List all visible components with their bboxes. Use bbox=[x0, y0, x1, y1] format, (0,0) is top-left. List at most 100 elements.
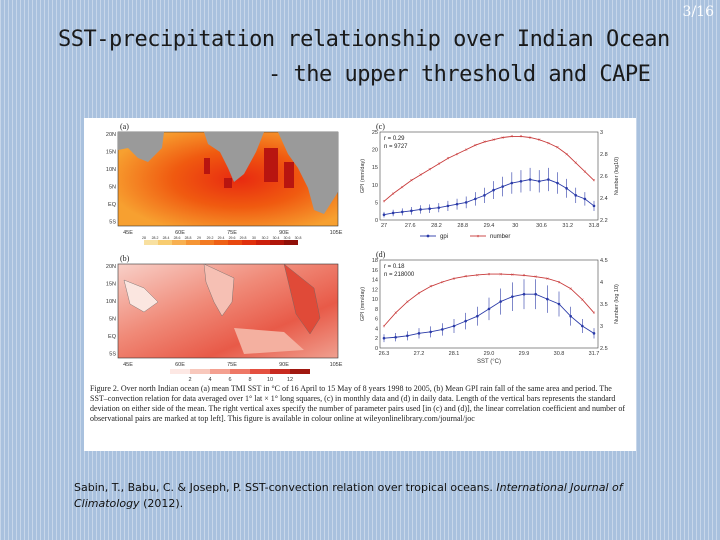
data-point-number: × bbox=[392, 191, 395, 197]
colorbar-a-label: 30.6 bbox=[284, 236, 291, 240]
data-point-gpi bbox=[574, 194, 578, 197]
y-tick-label: 6 bbox=[375, 317, 378, 323]
colorbar-a-label: 28.6 bbox=[174, 236, 181, 240]
data-point-gpi bbox=[487, 307, 491, 311]
y-tick-label: 2 bbox=[375, 336, 378, 342]
stat-annotation: n = 9727 bbox=[384, 144, 408, 150]
data-point-gpi bbox=[382, 336, 386, 340]
data-point-gpi bbox=[510, 181, 514, 185]
y-tick-label: 18 bbox=[372, 258, 378, 264]
data-point-gpi bbox=[406, 334, 409, 338]
data-point-gpi bbox=[400, 210, 404, 214]
x-tick-label: 28.8 bbox=[457, 223, 468, 229]
citation-journal: International Journal of Climatology bbox=[74, 481, 623, 510]
plot-frame bbox=[379, 131, 599, 221]
data-point-gpi bbox=[546, 297, 549, 301]
y-right-tick-label: 3 bbox=[600, 130, 603, 136]
data-point-number: × bbox=[456, 152, 459, 158]
x-axis-label: SST (°C) bbox=[477, 359, 501, 365]
y-right-axis-label: Number (log 10) bbox=[614, 284, 620, 324]
colorbar-b bbox=[170, 369, 310, 374]
data-point-gpi bbox=[519, 179, 523, 183]
y-tick-label: 16 bbox=[372, 268, 378, 274]
map-b-lat-label: 10N bbox=[106, 299, 116, 305]
data-point-number: × bbox=[464, 274, 467, 280]
map-a bbox=[117, 131, 339, 227]
x-tick-label: 27.2 bbox=[414, 351, 425, 357]
data-point-gpi bbox=[446, 204, 450, 208]
map-b-lat-label: 20N bbox=[106, 264, 116, 270]
data-point-number: × bbox=[534, 275, 537, 281]
colorbar-a-label: 29.8 bbox=[240, 236, 247, 240]
colorbar-a-label: 29.4 bbox=[218, 236, 225, 240]
map-a-lon-label: 105E bbox=[330, 230, 343, 236]
data-point-number: × bbox=[483, 140, 486, 146]
x-tick-label: 30.6 bbox=[536, 223, 547, 229]
data-point-gpi bbox=[547, 178, 550, 181]
colorbar-a-label: 29.6 bbox=[229, 236, 236, 240]
map-a-lon-label: 90E bbox=[279, 230, 289, 236]
map-a-lon-label: 45E bbox=[123, 230, 133, 236]
x-tick-label: 31.7 bbox=[589, 351, 600, 357]
data-point-gpi bbox=[565, 187, 568, 190]
colorbar-a-label: 29.2 bbox=[207, 236, 214, 240]
data-point-number: × bbox=[446, 156, 449, 162]
y-axis-label: GPI (mm/day) bbox=[360, 159, 366, 193]
data-point-gpi bbox=[581, 324, 584, 328]
data-point-number: × bbox=[569, 286, 572, 292]
citation-title: SST-convection relation over tropical oc… bbox=[244, 481, 493, 494]
figure-caption: Figure 2. Over north Indian ocean (a) me… bbox=[90, 384, 626, 423]
data-point-gpi bbox=[474, 197, 477, 201]
data-point-number: × bbox=[581, 297, 584, 303]
colorbar-b-label: 12 bbox=[287, 377, 293, 383]
data-point-gpi bbox=[583, 197, 587, 201]
data-point-number: × bbox=[406, 300, 409, 306]
map-a-lon-label: 60E bbox=[175, 230, 185, 236]
data-point-number: × bbox=[492, 138, 495, 144]
y-right-tick-label: 3.5 bbox=[600, 302, 608, 308]
stat-annotation: r = 0.29 bbox=[384, 136, 405, 142]
data-point-gpi bbox=[464, 201, 468, 204]
y-tick-label: 20 bbox=[372, 148, 378, 154]
y-tick-label: 25 bbox=[372, 130, 378, 136]
y-axis-label: GPI (mm/day) bbox=[360, 287, 366, 321]
data-point-number: × bbox=[593, 311, 596, 317]
slide-subtitle: - the upper threshold and CAPE bbox=[268, 62, 651, 87]
y-tick-label: 0 bbox=[375, 218, 378, 224]
y-right-axis-label: Number (log10) bbox=[614, 157, 620, 195]
data-point-gpi bbox=[391, 211, 395, 215]
series-line-number bbox=[383, 135, 595, 202]
y-tick-label: 10 bbox=[372, 297, 378, 303]
data-point-number: × bbox=[558, 280, 561, 286]
x-tick-label: 28.1 bbox=[449, 351, 460, 357]
data-point-gpi bbox=[417, 332, 421, 335]
x-tick-label: 30 bbox=[512, 223, 518, 229]
y-right-tick-label: 2.5 bbox=[600, 346, 608, 352]
map-a-lat-label: 5S bbox=[109, 220, 116, 226]
data-point-number: × bbox=[410, 178, 413, 184]
map-b-lon-label: 45E bbox=[123, 362, 133, 368]
y-tick-label: 5 bbox=[375, 200, 378, 206]
y-tick-label: 10 bbox=[372, 183, 378, 189]
map-a-lat-label: 15N bbox=[106, 150, 116, 156]
map-a-lat-label: 5N bbox=[109, 185, 116, 191]
citation-authors: Sabin, T., Babu, C. & Joseph, P. bbox=[74, 481, 242, 494]
data-point-gpi bbox=[557, 302, 561, 306]
data-point-number: × bbox=[529, 135, 532, 141]
colorbar-b-label: 8 bbox=[248, 377, 251, 383]
data-point-number: × bbox=[583, 169, 586, 175]
colorbar-a-label: 30.4 bbox=[273, 236, 280, 240]
x-tick-label: 29.0 bbox=[484, 351, 495, 357]
data-point-number: × bbox=[453, 276, 456, 282]
paper-figure: 20N 15N 10N 5N EQ 5S 45E 60E 75E 90E 105E 28 28.2 28… bbox=[84, 118, 636, 451]
series-line-number bbox=[383, 273, 595, 327]
plot-frame bbox=[379, 259, 599, 349]
x-tick-label: 31.8 bbox=[589, 223, 600, 229]
data-point-gpi bbox=[437, 206, 441, 209]
data-point-number: × bbox=[593, 178, 596, 184]
y-right-tick-label: 2.2 bbox=[600, 218, 608, 224]
data-point-gpi bbox=[483, 194, 486, 197]
y-right-tick-label: 2.8 bbox=[600, 152, 608, 158]
map-a-lat-label: 20N bbox=[106, 132, 116, 138]
